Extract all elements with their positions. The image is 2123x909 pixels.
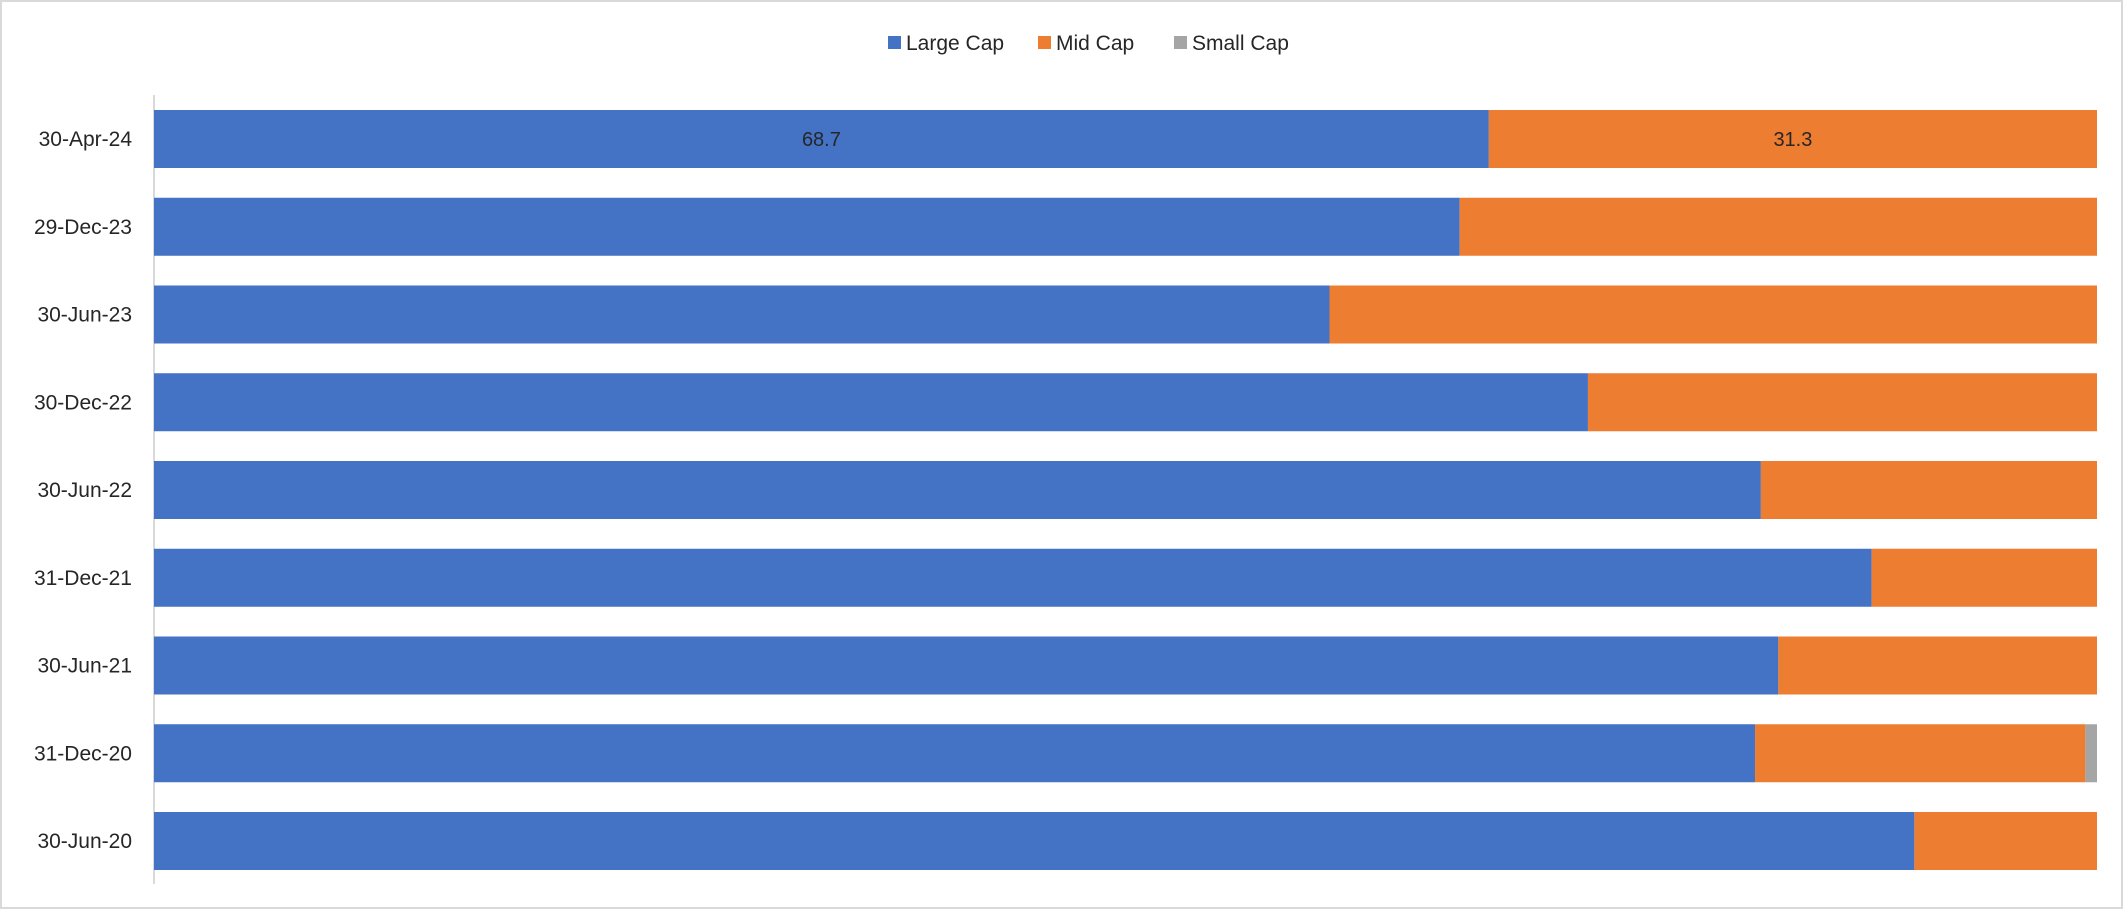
bar-mid-cap-30-jun-22 xyxy=(1760,461,2097,519)
legend-label-large-cap: Large Cap xyxy=(906,32,1004,55)
bar-mid-cap-31-dec-20 xyxy=(1755,724,2086,783)
tick-label-30-jun-22: 30-Jun-22 xyxy=(37,479,132,502)
legend-swatch-mid-cap xyxy=(1038,36,1051,49)
tick-label-31-dec-21: 31-Dec-21 xyxy=(34,567,132,590)
bar-large-cap-31-dec-21 xyxy=(154,548,1872,607)
bar-large-cap-29-dec-23 xyxy=(154,197,1460,256)
bar-mid-cap-30-jun-20 xyxy=(1914,812,2097,870)
tick-label-30-apr-24: 30-Apr-24 xyxy=(39,128,133,151)
legend-swatch-large-cap xyxy=(888,36,901,49)
legend: Large Cap Mid Cap Small Cap xyxy=(888,32,1289,55)
bar-large-cap-30-apr-24 xyxy=(154,110,1489,168)
tick-label-30-jun-20: 30-Jun-20 xyxy=(37,830,132,853)
bar-large-cap-30-jun-22 xyxy=(154,461,1761,519)
bar-mid-cap-30-dec-22 xyxy=(1587,373,2097,432)
bar-mid-cap-31-dec-21 xyxy=(1871,548,2097,607)
tick-label-31-dec-20: 31-Dec-20 xyxy=(34,742,132,765)
tick-label-29-dec-23: 29-Dec-23 xyxy=(34,216,132,239)
data-label-large-cap-30-apr-24: 68.7 xyxy=(802,129,841,151)
bar-large-cap-30-jun-23 xyxy=(154,285,1330,344)
tick-label-30-jun-23: 30-Jun-23 xyxy=(37,304,132,327)
bar-mid-cap-29-dec-23 xyxy=(1459,197,2097,256)
legend-swatch-small-cap xyxy=(1174,36,1187,49)
data-labels: 68.7 31.3 xyxy=(802,129,1812,151)
tick-label-30-dec-22: 30-Dec-22 xyxy=(34,391,132,414)
legend-label-small-cap: Small Cap xyxy=(1192,32,1289,55)
bar-large-cap-30-jun-20 xyxy=(154,812,1915,870)
bar-mid-cap-30-apr-24 xyxy=(1488,110,2097,168)
category-tick-labels: 30-Apr-24 29-Dec-23 30-Jun-23 30-Dec-22 30-J… xyxy=(34,128,132,853)
bar-mid-cap-30-jun-23 xyxy=(1329,285,2097,344)
bar-large-cap-30-jun-21 xyxy=(154,636,1779,695)
bar-small-cap-31-dec-20 xyxy=(2085,724,2097,783)
bar-mid-cap-30-jun-21 xyxy=(1778,636,2097,695)
tick-label-30-jun-21: 30-Jun-21 xyxy=(37,655,132,678)
bar-large-cap-31-dec-20 xyxy=(154,724,1756,783)
bar-large-cap-30-dec-22 xyxy=(154,373,1588,432)
data-label-mid-cap-30-apr-24: 31.3 xyxy=(1773,129,1812,151)
legend-label-mid-cap: Mid Cap xyxy=(1056,32,1134,55)
bars xyxy=(154,110,2097,870)
